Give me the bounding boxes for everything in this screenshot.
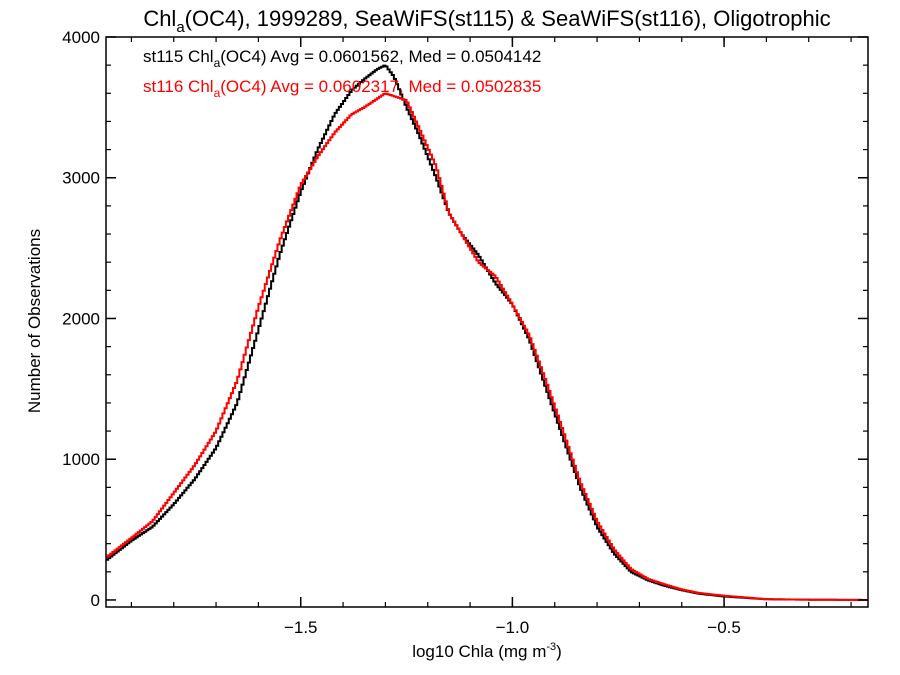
chart-title-subscript: a bbox=[176, 19, 185, 36]
x-tick-label-0: −1.5 bbox=[284, 618, 318, 637]
legend-st116-text: st116 Chl bbox=[143, 77, 214, 96]
y-tick-label-4: 4000 bbox=[62, 28, 100, 47]
series-line-st116 bbox=[106, 92, 868, 601]
x-axis-label: log10 Chla (mg m-3) bbox=[412, 641, 562, 661]
y-tick-label-1: 1000 bbox=[62, 450, 100, 469]
x-axis-label-superscript: -3 bbox=[546, 641, 556, 653]
tick-layer: −1.5 −1.0 −0.5 0 1000 2000 3000 4000 bbox=[62, 28, 868, 637]
y-axis-label: Number of Observations bbox=[25, 229, 44, 413]
x-tick-label-1: −1.0 bbox=[496, 618, 530, 637]
x-tick-label-2: −0.5 bbox=[707, 618, 741, 637]
legend-st115-subscript: a bbox=[214, 56, 221, 70]
chart-title-rest: (OC4), 1999289, SeaWiFS(st115) & SeaWiFS… bbox=[185, 6, 831, 31]
legend-st116-subscript: a bbox=[214, 86, 221, 100]
y-tick-label-0: 0 bbox=[91, 591, 100, 610]
x-axis-label-rest: ) bbox=[556, 642, 562, 661]
legend-st115-rest: (OC4) Avg = 0.0601562, Med = 0.0504142 bbox=[220, 47, 541, 66]
legend-st115-text: st115 Chl bbox=[143, 47, 214, 66]
x-axis-label-main: log10 Chla (mg m bbox=[412, 642, 546, 661]
series-line-st115 bbox=[106, 64, 868, 601]
legend-entry-st115: st115 Chla(OC4) Avg = 0.0601562, Med = 0… bbox=[143, 47, 541, 70]
plot-frame bbox=[105, 36, 869, 608]
y-tick-label-3: 3000 bbox=[62, 169, 100, 188]
chart-title: Chla(OC4), 1999289, SeaWiFS(st115) & Sea… bbox=[143, 6, 830, 36]
legend: st115 Chla(OC4) Avg = 0.0601562, Med = 0… bbox=[143, 47, 541, 100]
series-layer bbox=[106, 64, 868, 601]
legend-entry-st116: st116 Chla(OC4) Avg = 0.0602317, Med = 0… bbox=[143, 77, 541, 100]
y-tick-label-2: 2000 bbox=[62, 309, 100, 328]
legend-st116-rest: (OC4) Avg = 0.0602317, Med = 0.0502835 bbox=[220, 77, 541, 96]
chart-title-main: Chl bbox=[143, 6, 176, 31]
